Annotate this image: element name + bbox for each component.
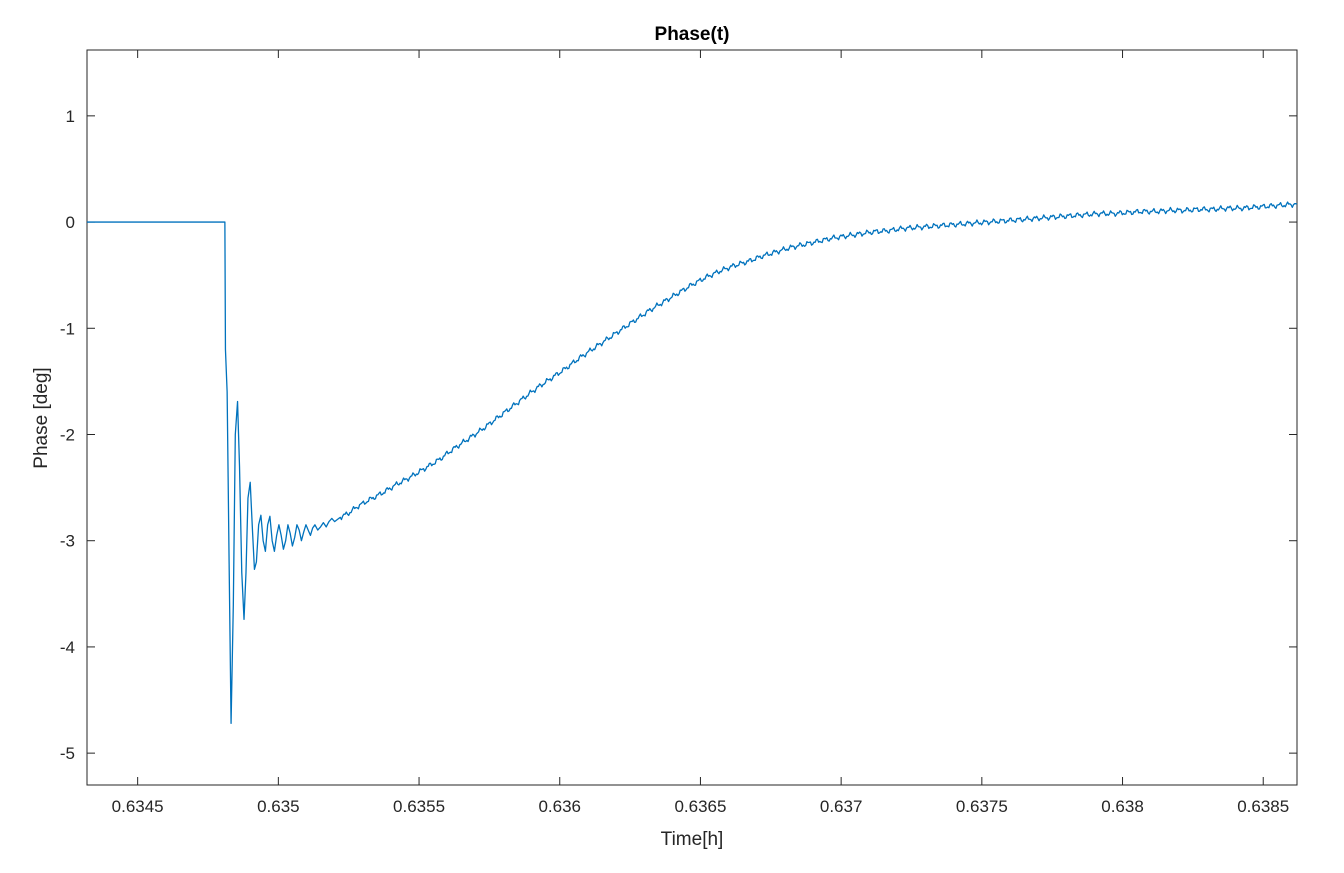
- y-tick-label: -4: [60, 638, 75, 657]
- x-tick-label: 0.6375: [956, 797, 1008, 816]
- y-axis-label: Phase [deg]: [31, 367, 52, 468]
- y-tick-label: 1: [66, 107, 75, 126]
- x-tick-label: 0.6345: [112, 797, 164, 816]
- y-tick-label: -2: [60, 425, 75, 444]
- x-axis-ticks: 0.6345 0.635 0.6355 0.636 0.6365 0.637 0.6375 0…: [112, 50, 1289, 816]
- x-tick-label: 0.6385: [1237, 797, 1289, 816]
- x-tick-label: 0.6365: [674, 797, 726, 816]
- y-tick-label: 0: [66, 213, 75, 232]
- y-axis-ticks: 1 0 -1 -2 -3 -4 -5: [60, 107, 1297, 763]
- x-axis-label: Time[h]: [661, 829, 724, 850]
- plot-area: [86, 49, 1298, 786]
- chart-title: Phase(t): [655, 24, 730, 45]
- y-tick-label: -1: [60, 319, 75, 338]
- y-tick-label: -5: [60, 744, 75, 763]
- y-tick-label: -3: [60, 532, 75, 551]
- x-tick-label: 0.635: [257, 797, 300, 816]
- x-tick-label: 0.638: [1101, 797, 1144, 816]
- x-tick-label: 0.636: [538, 797, 581, 816]
- phase-series-line: [87, 201, 1298, 725]
- x-tick-label: 0.637: [820, 797, 863, 816]
- x-tick-label: 0.6355: [393, 797, 445, 816]
